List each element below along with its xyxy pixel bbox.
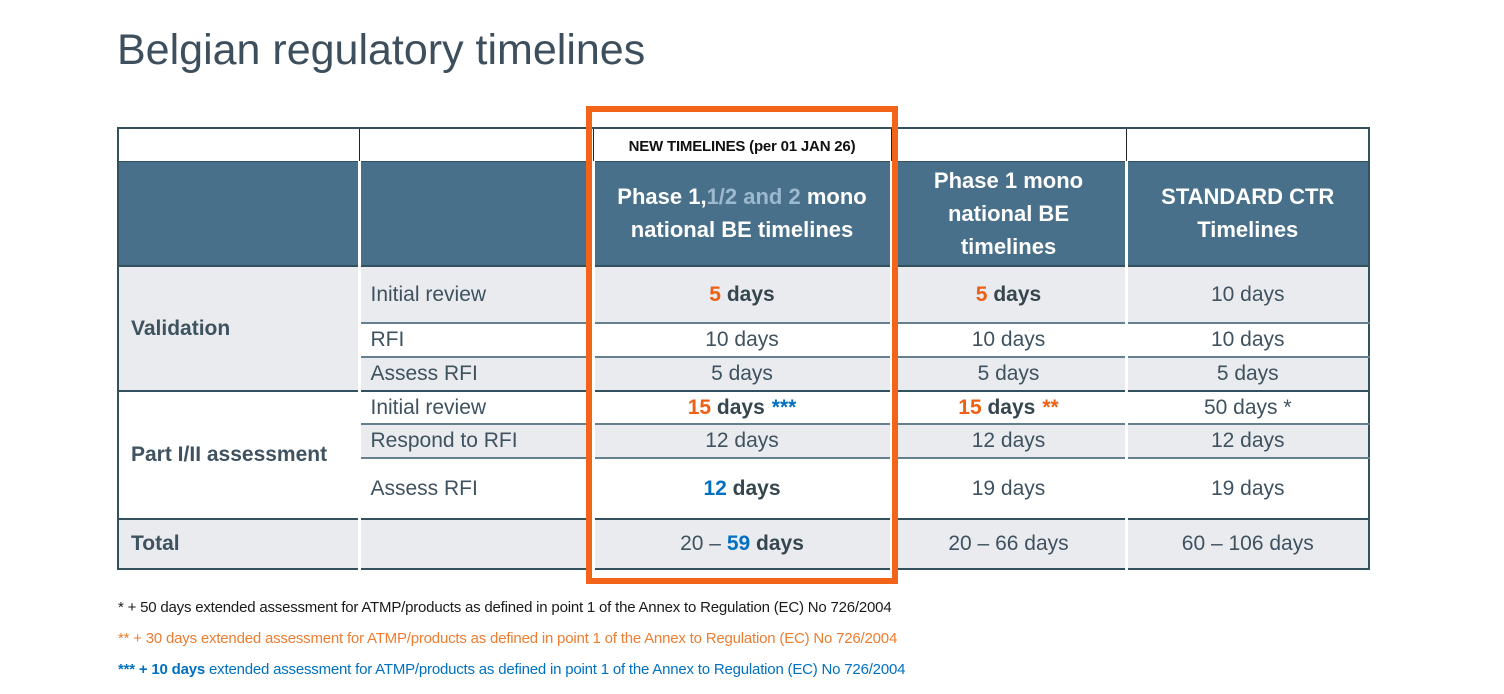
total-range-prefix: 20 – — [680, 532, 727, 555]
header-phase12-part2: 1/2 and 2 — [706, 184, 801, 210]
page-title: Belgian regulatory timelines — [117, 26, 646, 74]
cell-phase1-value: 15 days ** — [889, 390, 1126, 424]
timelines-table: NEW TIMELINES (per 01 JAN 26) Phase 1,1/… — [117, 127, 1370, 570]
value-unit: days — [720, 282, 775, 306]
header-row: Phase 1,1/2 and 2 mono national BE timel… — [118, 161, 1369, 266]
new-timelines-label: NEW TIMELINES (per 01 JAN 26) — [628, 137, 856, 155]
cell-phase1-value: 5 days — [889, 356, 1126, 391]
table-row-validation-initial-review: Validation Initial review 5 days 5 days … — [118, 265, 1369, 391]
table-row-part-initial-review: Part I/II assessment Initial review 15 d… — [118, 390, 1369, 519]
cell-phase1-value: 12 days — [889, 423, 1126, 458]
footnote-triple-bold-part: *** + 10 days — [118, 661, 206, 678]
footnote-double-asterisk: ** + 30 days extended assessment for ATM… — [118, 630, 898, 647]
table-row-validation-rfi: RFI 10 days 10 days 10 days — [118, 322, 1369, 357]
step-label: RFI — [357, 322, 593, 357]
cell-phase1-total: 20 – 66 days — [889, 518, 1126, 569]
cell-standard-value: 10 days — [1124, 265, 1369, 323]
cell-standard-value: 10 days — [1124, 322, 1369, 357]
step-label: Respond to RFI — [357, 423, 593, 458]
footnote-marker-triple: *** — [771, 395, 797, 419]
value-unit: days — [726, 476, 781, 500]
cell-phase12-value: 15 days *** — [591, 390, 891, 424]
step-label: Initial review — [357, 265, 593, 323]
value-number: 15 — [958, 395, 982, 419]
step-label: Initial review — [357, 390, 593, 424]
section-label-total: Total — [118, 518, 359, 569]
step-label: Assess RFI — [357, 457, 593, 519]
table-row-validation-assess-rfi: Assess RFI 5 days 5 days 5 days — [118, 356, 1369, 391]
banner-row: NEW TIMELINES (per 01 JAN 26) — [118, 128, 1369, 162]
cell-phase1-value: 5 days — [889, 265, 1126, 323]
cell-phase12-value: 12 days — [591, 423, 891, 458]
cell-standard-total: 60 – 106 days — [1124, 518, 1369, 569]
header-phase1-column: Phase 1 mono national BE timelines — [889, 161, 1126, 266]
footnote-marker-double: ** — [1042, 395, 1059, 419]
footnote-triple-asterisk: *** + 10 days extended assessment for AT… — [118, 662, 1218, 678]
cell-standard-value: 19 days — [1124, 457, 1369, 519]
value-number: 5 — [709, 282, 721, 306]
total-empty-cell — [357, 518, 593, 569]
header-cell-empty-1 — [118, 161, 359, 266]
value-unit: days — [987, 282, 1042, 306]
banner-cell-empty-4 — [1125, 128, 1369, 162]
section-label-validation: Validation — [118, 265, 359, 391]
total-unit: days — [750, 532, 804, 555]
table-row-part-respond-rfi: Respond to RFI 12 days 12 days 12 days — [118, 423, 1369, 458]
cell-phase12-value: 5 days — [591, 265, 891, 323]
cell-phase1-value: 10 days — [889, 322, 1126, 357]
header-phase12-part3: mono national BE timelines — [630, 184, 867, 243]
value-number: 15 — [687, 395, 712, 419]
value-unit: days — [711, 395, 765, 419]
banner-cell-empty-2 — [358, 128, 593, 162]
total-number: 59 — [726, 532, 751, 555]
value-unit: days — [981, 395, 1036, 419]
banner-cell-new-timelines: NEW TIMELINES (per 01 JAN 26) — [592, 128, 891, 162]
section-label-part-assessment: Part I/II assessment — [118, 390, 359, 519]
cell-standard-value: 50 days * — [1124, 390, 1369, 424]
header-standard-ctr-column: STANDARD CTR Timelines — [1124, 161, 1369, 266]
footnotes-block: * + 50 days extended assessment for ATMP… — [118, 600, 1218, 693]
cell-phase12-total: 20 – 59 days — [591, 518, 891, 569]
banner-cell-empty-3 — [890, 128, 1126, 162]
value-number: 12 — [703, 476, 727, 500]
footnote-single-asterisk: * + 50 days extended assessment for ATMP… — [118, 599, 892, 616]
cell-standard-value: 5 days — [1124, 356, 1369, 391]
value-number: 5 — [975, 282, 988, 306]
banner-cell-empty-1 — [118, 128, 359, 162]
cell-phase12-value: 5 days — [591, 356, 891, 391]
cell-phase12-value: 10 days — [591, 322, 891, 357]
header-cell-empty-2 — [357, 161, 593, 266]
table-row-part-assess-rfi: Assess RFI 12 days 19 days 19 days — [118, 457, 1369, 519]
cell-phase12-value: 12 days — [591, 457, 891, 519]
step-label: Assess RFI — [357, 356, 593, 391]
footnote-triple-rest: extended assessment for ATMP/products as… — [205, 661, 906, 678]
cell-standard-value: 12 days — [1124, 423, 1369, 458]
cell-phase1-value: 19 days — [889, 457, 1126, 519]
table-row-total: Total 20 – 59 days 20 – 66 days 60 – 106… — [118, 518, 1369, 569]
header-phase12-part1: Phase 1, — [617, 184, 707, 210]
header-phase12-column: Phase 1,1/2 and 2 mono national BE timel… — [591, 161, 891, 266]
